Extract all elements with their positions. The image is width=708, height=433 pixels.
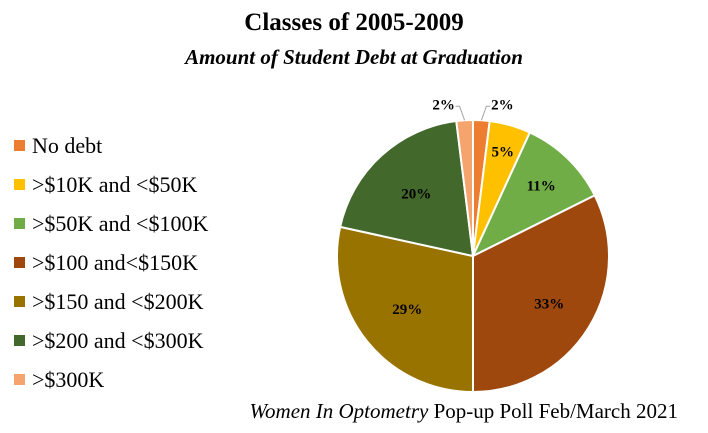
slice-value-label-3: 33% xyxy=(534,296,564,312)
pie-slice-5 xyxy=(338,119,475,258)
legend-item-100k-150k: >$100 and<$150K xyxy=(14,243,208,282)
source-publication: Women In Optometry xyxy=(249,399,429,423)
legend-label: >$100 and<$150K xyxy=(32,249,198,275)
legend-item-300k: >$300K xyxy=(14,360,208,399)
legend: No debt >$10K and <$50K >$50K and <$100K… xyxy=(14,126,208,399)
legend-swatch xyxy=(14,179,25,190)
legend-swatch xyxy=(14,140,25,151)
leader-line-0 xyxy=(480,105,491,121)
legend-label: >$300K xyxy=(32,366,105,392)
slice-value-label-5: 20% xyxy=(401,187,431,203)
legend-label: >$200 and <$300K xyxy=(32,327,204,353)
pie-slice-4 xyxy=(336,225,474,394)
slice-value-label-2: 11% xyxy=(527,179,556,195)
legend-item-50k-100k: >$50K and <$100K xyxy=(14,204,208,243)
legend-swatch xyxy=(14,257,25,268)
legend-item-200k-300k: >$200 and <$300K xyxy=(14,321,208,360)
source-detail: Pop-up Poll Feb/March 2021 xyxy=(428,399,678,423)
legend-label: >$10K and <$50K xyxy=(32,171,198,197)
leader-line-6 xyxy=(455,105,466,121)
slice-labels: 2% 5% 11% 33% 29% 20% 2% xyxy=(392,97,564,318)
pie-slice-3 xyxy=(472,194,610,394)
legend-swatch xyxy=(14,335,25,346)
source-note: Women In Optometry Pop-up Poll Feb/March… xyxy=(249,399,678,424)
legend-label: >$50K and <$100K xyxy=(32,210,209,236)
legend-swatch xyxy=(14,374,25,385)
legend-item-10k-50k: >$10K and <$50K xyxy=(14,165,208,204)
pie-slices xyxy=(336,118,610,394)
chart-subtitle: Amount of Student Debt at Graduation xyxy=(185,45,523,69)
legend-item-no-debt: No debt xyxy=(14,126,208,165)
legend-item-150k-200k: >$150 and <$200K xyxy=(14,282,208,321)
slice-value-label-4: 29% xyxy=(392,302,422,318)
chart-title: Classes of 2005-2009 xyxy=(244,9,464,36)
legend-label: >$150 and <$200K xyxy=(32,288,204,314)
legend-swatch xyxy=(14,296,25,307)
slice-value-label-0: 2% xyxy=(491,97,514,113)
slice-value-label-1: 5% xyxy=(492,144,515,160)
pie-slice-2 xyxy=(470,131,597,259)
legend-label: No debt xyxy=(32,132,103,158)
leader-lines xyxy=(455,105,491,121)
slice-value-label-6: 2% xyxy=(432,97,455,113)
legend-swatch xyxy=(14,218,25,229)
